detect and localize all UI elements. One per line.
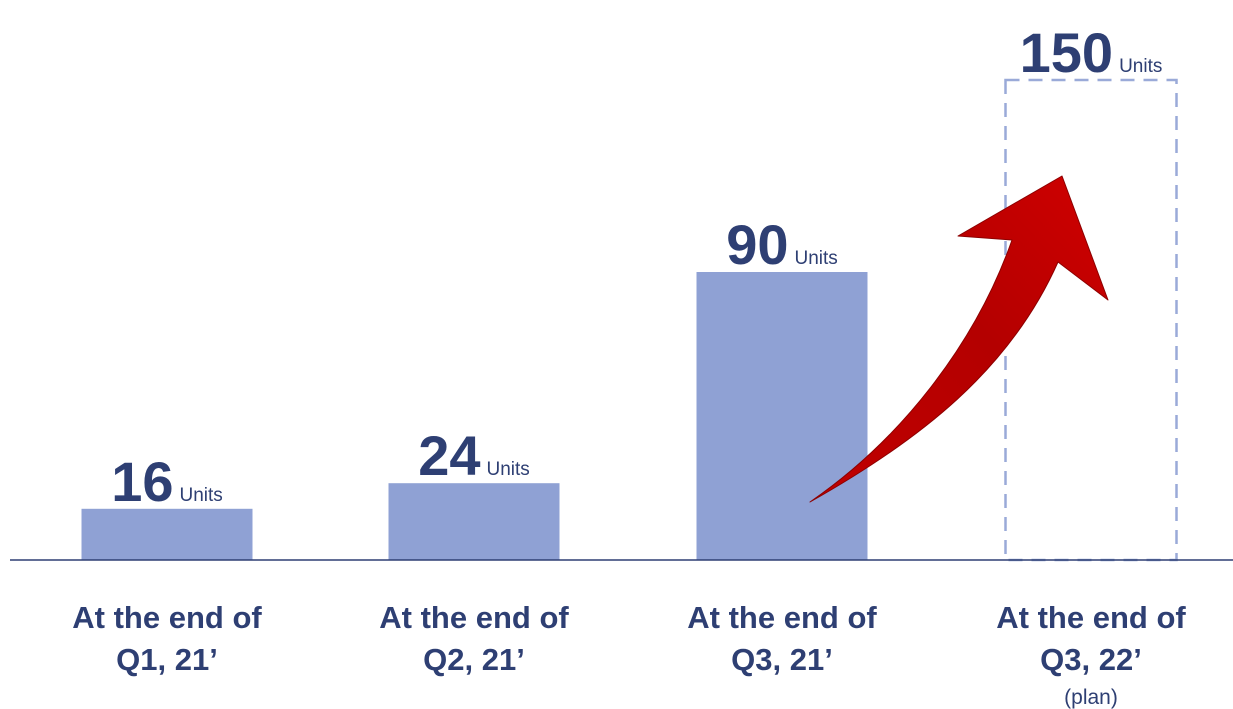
value-unit: Units [795,248,838,269]
category-label-line2-2: Q2, 21’ [423,642,525,677]
value-number: 90 [726,213,788,276]
bar-2 [388,483,560,560]
category-label-line2-3: Q3, 21’ [731,642,833,677]
value-label-2: 24 Units [418,424,530,487]
value-label-3: 90 Units [726,213,838,276]
value-unit: Units [180,485,223,506]
category-labels-layer: At the end of Q1, 21’ At the end of Q2, 21’… [72,600,1186,709]
growth-arrow-layer [809,175,1109,503]
value-number: 24 [418,424,480,487]
bar-1 [81,508,253,560]
category-label-line1-3: At the end of [687,600,877,635]
value-number: 16 [111,450,173,513]
growth-arrow-icon [809,175,1109,503]
value-number: 150 [1020,21,1113,84]
category-note-4: (plan) [1064,686,1118,709]
category-label-line1-1: At the end of [72,600,262,635]
bars-layer [81,78,1178,562]
value-unit: Units [1119,56,1162,77]
category-label-line2-1: Q1, 21’ [116,642,218,677]
value-labels-layer: 16 Units 24 Units 90 Units 150 Units [111,21,1162,513]
bar-planned-4 [1004,78,1178,562]
value-unit: Units [487,459,530,480]
category-label-line2-4: Q3, 22’ [1040,642,1142,677]
bar-3 [696,272,868,560]
value-label-1: 16 Units [111,450,223,513]
category-label-line1-2: At the end of [379,600,569,635]
value-label-4: 150 Units [1020,21,1163,84]
category-label-line1-4: At the end of [996,600,1186,635]
